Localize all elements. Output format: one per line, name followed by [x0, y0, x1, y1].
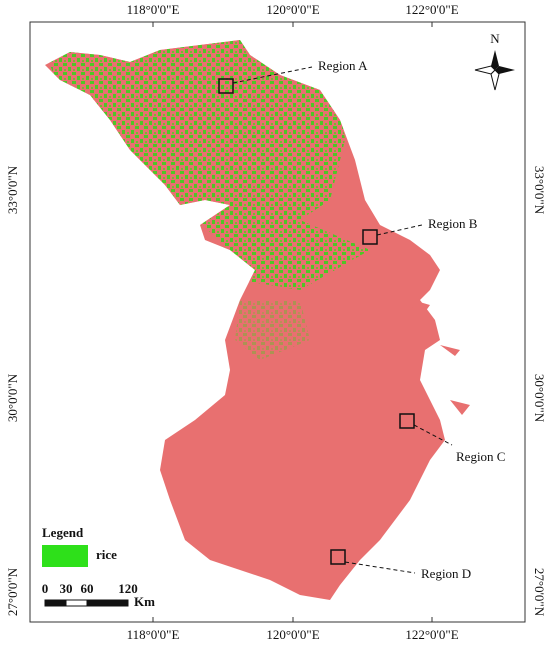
region-boxes — [218, 78, 415, 565]
lat-label: 27°0'0"N — [5, 567, 20, 616]
lon-label: 120°0'0"E — [266, 627, 319, 642]
region-label: Region D — [421, 566, 471, 581]
legend-swatch — [42, 545, 88, 567]
region-label: Region C — [456, 449, 505, 464]
lat-label: 27°0'0"N — [532, 568, 547, 617]
scale-label: 120 — [118, 581, 138, 596]
lon-label: 122°0'0"E — [405, 627, 458, 642]
region-label: Region B — [428, 216, 478, 231]
scale-label: 0 — [42, 581, 49, 596]
leader-lines — [232, 66, 453, 574]
region-label: Region A — [318, 58, 368, 73]
lat-label: 30°0'0"N — [5, 373, 20, 422]
lat-label: 30°0'0"N — [532, 374, 547, 423]
land — [45, 40, 445, 600]
scale-bar — [44, 599, 129, 607]
lat-label: 33°0'0"N — [5, 165, 20, 214]
lon-label: 122°0'0"E — [405, 2, 458, 17]
legend-title: Legend — [42, 525, 84, 540]
north-arrow — [474, 50, 515, 91]
lon-label: 120°0'0"E — [266, 2, 319, 17]
scale-unit: Km — [134, 594, 155, 609]
lon-label: 118°0'0"E — [127, 2, 180, 17]
legend-item: rice — [96, 547, 117, 562]
lon-ticks — [152, 22, 433, 622]
map-frame — [29, 21, 526, 623]
islands — [395, 295, 470, 415]
scale-label: 30 — [60, 581, 73, 596]
north-label: N — [490, 31, 500, 46]
lat-label: 33°0'0"N — [532, 166, 547, 215]
scale-label: 60 — [81, 581, 94, 596]
lon-label: 118°0'0"E — [127, 627, 180, 642]
